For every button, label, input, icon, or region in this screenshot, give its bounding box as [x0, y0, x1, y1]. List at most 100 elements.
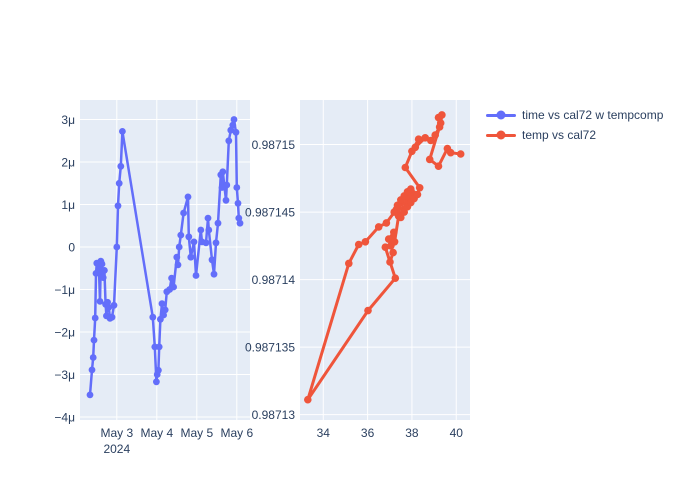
data-point-marker[interactable]	[223, 181, 231, 189]
data-point-marker[interactable]	[174, 261, 182, 269]
data-point-marker[interactable]	[434, 162, 443, 170]
data-point-marker[interactable]	[184, 193, 192, 201]
data-point-marker[interactable]	[155, 366, 162, 374]
data-point-marker[interactable]	[155, 343, 163, 351]
data-point-marker[interactable]	[446, 148, 455, 157]
x-tick-label: 36	[361, 426, 375, 440]
data-point-marker[interactable]	[374, 223, 383, 231]
data-point-marker[interactable]	[187, 253, 195, 261]
data-point-marker[interactable]	[91, 314, 99, 322]
data-point-marker[interactable]	[96, 298, 104, 305]
legend-item-time-vs-cal72-w-tempcomp[interactable]: time vs cal72 w tempcomp	[486, 107, 663, 123]
data-point-marker[interactable]	[386, 258, 394, 266]
data-point-marker[interactable]	[456, 150, 465, 158]
data-point-marker[interactable]	[304, 395, 312, 404]
data-point-marker[interactable]	[214, 219, 222, 227]
data-point-marker[interactable]	[236, 219, 244, 227]
data-point-marker[interactable]	[204, 214, 212, 222]
data-point-marker[interactable]	[115, 179, 123, 187]
data-point-marker[interactable]	[364, 306, 372, 315]
data-point-marker[interactable]	[397, 213, 405, 222]
data-point-marker[interactable]	[233, 184, 241, 191]
data-point-marker[interactable]	[180, 209, 188, 217]
data-point-marker[interactable]	[431, 131, 440, 139]
data-point-marker[interactable]	[235, 214, 243, 222]
data-point-marker[interactable]	[94, 269, 102, 276]
data-point-marker[interactable]	[86, 391, 94, 399]
data-point-marker[interactable]	[212, 239, 220, 247]
data-point-marker[interactable]	[173, 253, 181, 261]
data-point-marker[interactable]	[105, 304, 113, 311]
data-point-marker[interactable]	[110, 301, 118, 309]
data-point-marker[interactable]	[88, 366, 96, 374]
data-point-marker[interactable]	[185, 233, 193, 241]
data-point-marker[interactable]	[161, 306, 169, 314]
data-point-marker[interactable]	[197, 226, 205, 234]
data-point-marker[interactable]	[438, 111, 446, 119]
data-point-marker[interactable]	[414, 135, 423, 143]
data-point-marker[interactable]	[89, 354, 97, 361]
data-point-marker[interactable]	[175, 243, 183, 251]
data-point-marker[interactable]	[411, 143, 420, 152]
data-point-marker[interactable]	[390, 238, 399, 246]
data-point-marker[interactable]	[153, 378, 160, 386]
data-point-marker[interactable]	[192, 272, 200, 279]
data-point-marker[interactable]	[382, 219, 391, 227]
data-point-marker[interactable]	[168, 274, 176, 282]
data-point-marker[interactable]	[345, 259, 353, 268]
data-point-marker[interactable]	[384, 235, 393, 243]
data-point-marker[interactable]	[117, 162, 125, 170]
y-tick-label: −2μ	[54, 326, 75, 340]
data-point-marker[interactable]	[361, 238, 370, 246]
data-point-marker[interactable]	[205, 226, 213, 234]
data-point-marker[interactable]	[232, 128, 240, 136]
data-point-marker[interactable]	[354, 240, 363, 249]
data-point-marker[interactable]	[415, 184, 424, 192]
data-point-marker[interactable]	[160, 311, 168, 319]
y-tick-label: 0	[68, 241, 75, 255]
data-point-marker[interactable]	[425, 155, 434, 164]
data-point-marker[interactable]	[219, 168, 227, 176]
data-point-marker[interactable]	[170, 283, 178, 291]
plot-area[interactable]	[80, 100, 250, 420]
data-point-marker[interactable]	[230, 116, 238, 123]
data-point-marker[interactable]	[401, 163, 410, 172]
data-point-marker[interactable]	[407, 185, 415, 193]
data-point-marker[interactable]	[225, 137, 233, 145]
data-point-marker[interactable]	[108, 313, 116, 321]
y-tick-label: 0.987145	[245, 206, 295, 220]
data-point-marker[interactable]	[202, 239, 210, 247]
data-point-marker[interactable]	[98, 260, 106, 268]
data-point-marker[interactable]	[234, 199, 242, 207]
y-tick-label: 0.987135	[245, 341, 295, 355]
data-point-marker[interactable]	[413, 190, 422, 199]
x-tick-label: May 3	[100, 426, 133, 440]
data-point-marker[interactable]	[222, 196, 230, 204]
data-point-marker[interactable]	[158, 300, 166, 307]
data-point-marker[interactable]	[101, 267, 108, 274]
data-point-marker[interactable]	[190, 238, 198, 246]
data-point-marker[interactable]	[229, 121, 237, 129]
data-point-marker[interactable]	[227, 126, 235, 134]
data-point-marker[interactable]	[208, 256, 216, 264]
data-point-marker[interactable]	[391, 274, 400, 283]
data-point-marker[interactable]	[90, 336, 98, 344]
data-point-marker[interactable]	[119, 127, 126, 135]
legend-item-temp-vs-cal72[interactable]: temp vs cal72	[486, 127, 663, 143]
data-point-marker[interactable]	[390, 228, 398, 237]
data-point-marker[interactable]	[389, 248, 397, 257]
data-point-marker[interactable]	[104, 298, 111, 306]
data-point-marker[interactable]	[436, 119, 445, 127]
data-point-marker[interactable]	[149, 313, 157, 321]
x-tick-label-year: 2024	[103, 442, 130, 456]
subplot-2	[300, 100, 470, 420]
data-point-marker[interactable]	[113, 243, 121, 251]
data-point-marker[interactable]	[390, 208, 399, 216]
data-point-marker[interactable]	[177, 231, 185, 239]
data-point-marker[interactable]	[427, 136, 435, 145]
data-point-marker[interactable]	[99, 274, 107, 281]
data-point-marker[interactable]	[210, 270, 218, 278]
data-point-marker[interactable]	[114, 202, 122, 210]
legend-item-label: time vs cal72 w tempcomp	[522, 108, 664, 122]
